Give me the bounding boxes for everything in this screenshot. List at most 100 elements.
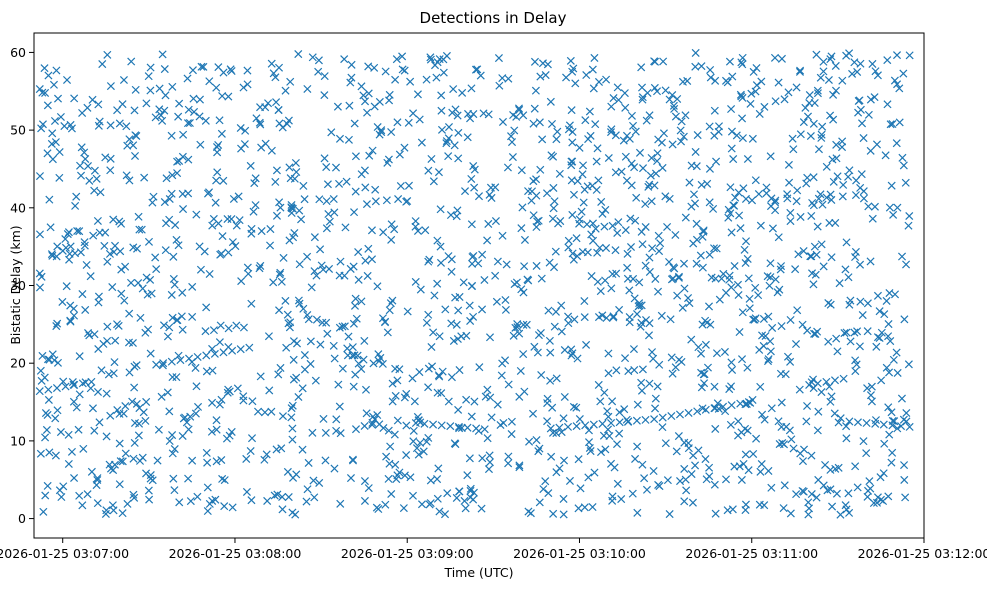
clutter-point xyxy=(747,89,756,98)
clutter-point xyxy=(543,394,552,403)
clutter-point xyxy=(834,463,843,472)
clutter-point xyxy=(825,218,834,227)
clutter-point xyxy=(892,348,901,357)
clutter-point xyxy=(700,379,709,388)
clutter-point xyxy=(719,269,728,278)
clutter-point xyxy=(215,400,224,409)
clutter-point xyxy=(66,120,75,129)
clutter-point xyxy=(721,76,731,85)
clutter-point xyxy=(103,50,112,59)
clutter-point xyxy=(612,366,621,375)
clutter-point xyxy=(485,451,494,460)
clutter-point xyxy=(393,471,402,480)
clutter-point xyxy=(275,270,284,279)
y-tick-label: 0 xyxy=(18,511,26,526)
clutter-point xyxy=(116,457,125,466)
clutter-point xyxy=(98,60,107,69)
clutter-point xyxy=(214,63,223,72)
clutter-point xyxy=(229,194,238,204)
clutter-point xyxy=(509,331,518,340)
clutter-point xyxy=(883,100,892,109)
clutter-point xyxy=(131,85,140,94)
clutter-point xyxy=(371,197,380,206)
clutter-point xyxy=(408,491,417,500)
clutter-point xyxy=(774,417,783,426)
clutter-point xyxy=(509,111,518,120)
clutter-point xyxy=(629,121,638,130)
clutter-point xyxy=(767,404,776,413)
clutter-point xyxy=(383,328,392,337)
clutter-point xyxy=(478,305,487,314)
clutter-point xyxy=(751,87,760,96)
clutter-point xyxy=(905,211,914,221)
clutter-point xyxy=(232,321,241,330)
clutter-point xyxy=(503,163,512,172)
clutter-point xyxy=(106,82,115,91)
clutter-point xyxy=(899,161,908,170)
track-point xyxy=(905,422,914,431)
clutter-point xyxy=(738,60,747,69)
clutter-point xyxy=(361,256,370,265)
clutter-point xyxy=(364,244,373,253)
clutter-point xyxy=(322,318,331,327)
clutter-point xyxy=(121,449,130,458)
clutter-point xyxy=(374,350,383,359)
clutter-point xyxy=(212,416,221,425)
clutter-point xyxy=(409,109,418,118)
clutter-point xyxy=(85,331,94,340)
clutter-point xyxy=(710,480,719,489)
clutter-point xyxy=(360,477,369,486)
clutter-point xyxy=(35,230,45,239)
y-axis-label: Bistatic Delay (km) xyxy=(8,225,23,344)
clutter-point xyxy=(625,318,634,327)
clutter-point xyxy=(480,275,489,285)
clutter-point xyxy=(602,75,611,84)
clutter-point xyxy=(303,311,312,320)
clutter-point xyxy=(646,171,655,180)
clutter-point xyxy=(756,467,765,476)
clutter-point xyxy=(536,165,545,174)
clutter-point xyxy=(614,218,623,227)
clutter-point xyxy=(826,55,835,64)
clutter-point xyxy=(94,344,103,354)
clutter-point xyxy=(433,388,442,397)
clutter-point xyxy=(805,91,814,100)
clutter-point xyxy=(276,203,285,212)
clutter-point xyxy=(866,95,875,104)
clutter-point xyxy=(682,486,691,495)
clutter-point xyxy=(178,288,187,297)
clutter-point xyxy=(710,244,719,253)
clutter-point xyxy=(899,69,908,78)
clutter-point xyxy=(308,53,317,62)
clutter-point xyxy=(144,237,154,246)
clutter-point xyxy=(734,290,743,300)
clutter-point xyxy=(752,434,761,443)
clutter-point xyxy=(836,414,845,423)
clutter-point xyxy=(388,379,397,388)
clutter-point xyxy=(684,439,693,448)
clutter-point xyxy=(731,193,740,202)
track-detections xyxy=(35,343,914,434)
clutter-point xyxy=(902,408,911,418)
clutter-point xyxy=(759,314,768,323)
clutter-point xyxy=(487,413,496,422)
clutter-point xyxy=(457,332,466,341)
clutter-point xyxy=(275,198,284,207)
clutter-point xyxy=(679,259,689,268)
clutter-point xyxy=(735,327,744,337)
clutter-point xyxy=(125,135,134,144)
clutter-point xyxy=(114,321,123,330)
clutter-point xyxy=(657,311,666,320)
clutter-point xyxy=(789,145,798,154)
clutter-point xyxy=(671,230,680,239)
clutter-point xyxy=(838,143,847,152)
clutter-point xyxy=(848,69,857,78)
clutter-point xyxy=(409,426,418,435)
clutter-point xyxy=(142,99,151,108)
clutter-point xyxy=(678,303,687,312)
clutter-point xyxy=(433,494,442,503)
clutter-point xyxy=(158,361,167,370)
clutter-point xyxy=(331,163,341,172)
clutter-point xyxy=(483,385,492,394)
clutter-point xyxy=(185,119,194,128)
